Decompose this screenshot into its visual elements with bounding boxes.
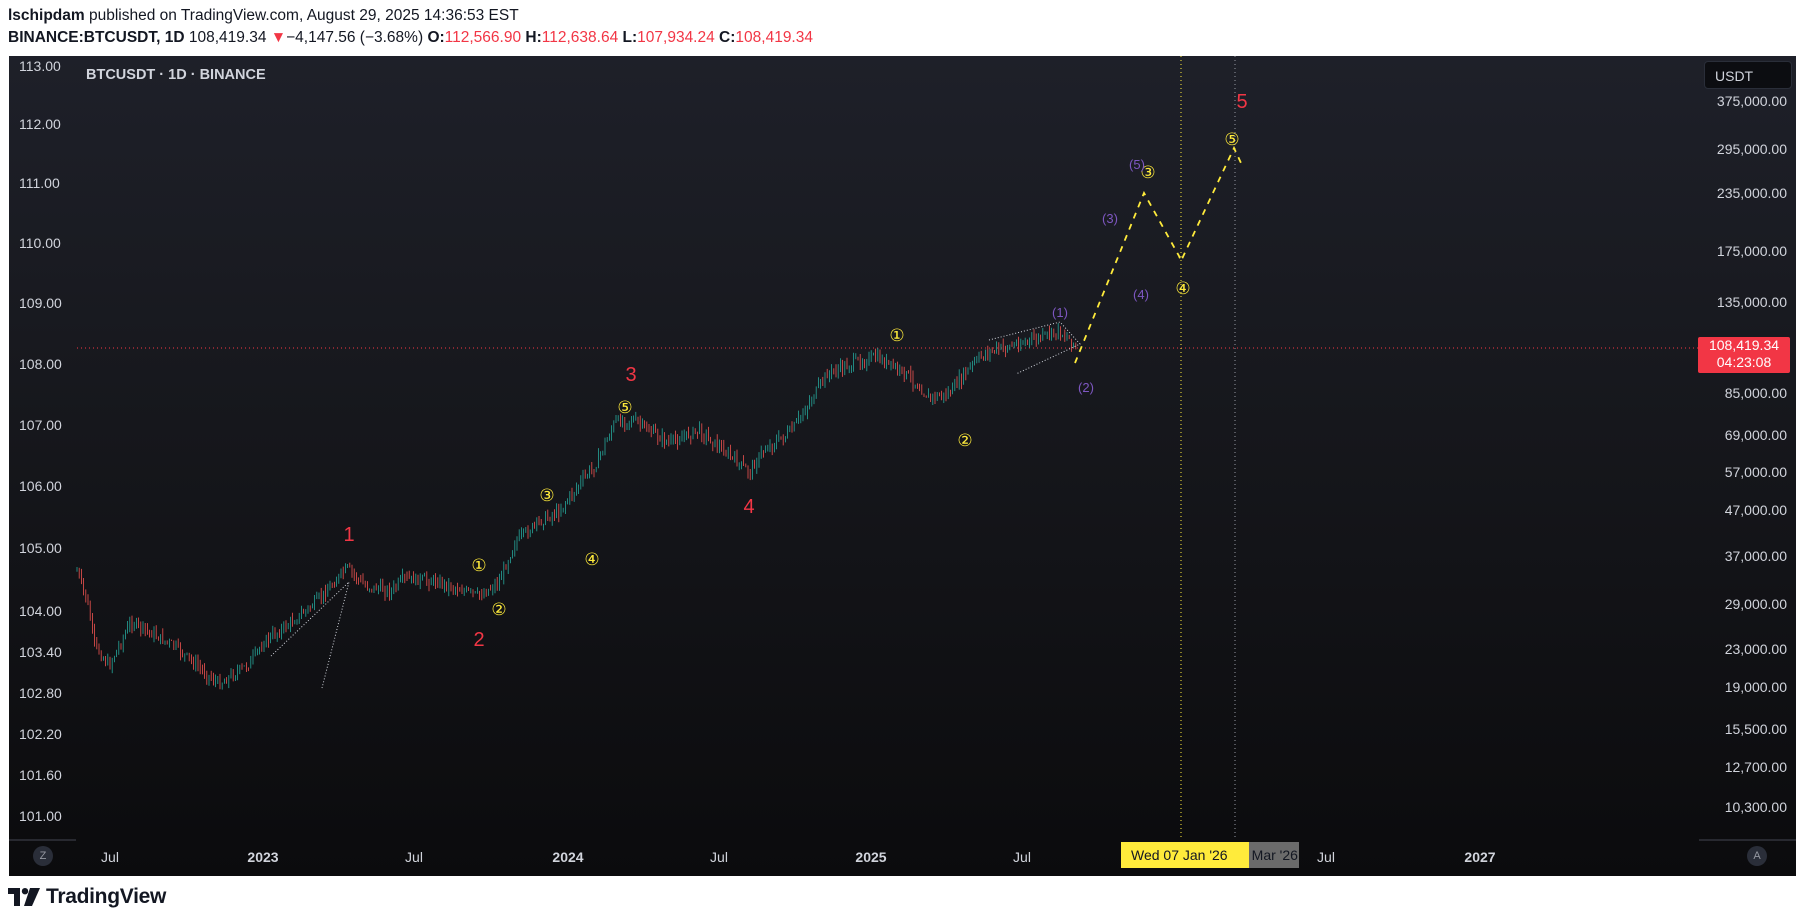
author-name[interactable]: lschipdam bbox=[8, 7, 85, 24]
wave-label-minor: (3) bbox=[1102, 211, 1118, 226]
x-axis-tick: Jul bbox=[101, 849, 119, 865]
wave-label-intermediate: ② bbox=[491, 600, 506, 619]
wave-label-intermediate: ① bbox=[471, 556, 486, 575]
wave-label-major: 1 bbox=[343, 524, 354, 546]
x-axis-tick: Jul bbox=[1013, 849, 1031, 865]
left-axis-tick: 101.60 bbox=[19, 767, 62, 783]
right-axis-tick: 135,000.00 bbox=[1717, 294, 1787, 310]
chart-canvas[interactable]: 113.00 112.00 111.00 110.00 109.00 108.00 107.… bbox=[9, 56, 1796, 876]
high-value: 112,638.64 bbox=[541, 29, 619, 46]
close-value: 108,419.34 bbox=[735, 29, 813, 46]
left-axis-tick: 102.80 bbox=[19, 685, 62, 701]
symbol-name: BINANCE:BTCUSDT, 1D bbox=[8, 29, 185, 46]
tradingview-logo[interactable]: TradingView bbox=[8, 885, 166, 909]
right-axis-tick: 37,000.00 bbox=[1725, 548, 1787, 564]
right-axis-tick: 47,000.00 bbox=[1725, 502, 1787, 518]
right-axis-tick: 23,000.00 bbox=[1725, 641, 1787, 657]
left-axis-tick: 109.00 bbox=[19, 295, 62, 311]
high-label: H: bbox=[525, 29, 542, 46]
last-price-label: 108,419.34 04:23:08 bbox=[1698, 337, 1790, 373]
wave-label-intermediate: ④ bbox=[1175, 279, 1190, 298]
last-price: 108,419.34 bbox=[188, 29, 267, 46]
wave-label-intermediate: ⑤ bbox=[1224, 130, 1239, 149]
right-axis-tick: 85,000.00 bbox=[1725, 385, 1787, 401]
tradingview-logo-icon bbox=[8, 888, 40, 906]
right-axis-tick: 295,000.00 bbox=[1717, 141, 1787, 157]
wave-label-intermediate: ② bbox=[957, 431, 972, 450]
left-axis-tick: 112.00 bbox=[19, 116, 61, 132]
left-axis-tick: 102.20 bbox=[19, 726, 62, 742]
wave-label-minor: (2) bbox=[1078, 380, 1094, 395]
left-axis-tick: 101.00 bbox=[19, 808, 62, 824]
x-axis-tick: 2023 bbox=[247, 849, 278, 865]
right-axis-tick: 175,000.00 bbox=[1717, 243, 1787, 259]
last-price-value: 108,419.34 bbox=[1708, 337, 1780, 353]
time-tag-selected: Wed 07 Jan '26 bbox=[1121, 842, 1249, 868]
left-axis-tick: 110.00 bbox=[19, 235, 61, 251]
auto-scale-left-button[interactable]: Z bbox=[33, 846, 53, 866]
wave-label-minor: (1) bbox=[1052, 305, 1068, 320]
right-axis-tick: 19,000.00 bbox=[1725, 679, 1787, 695]
price-change: −4,147.56 (−3.68%) bbox=[286, 29, 424, 46]
auto-scale-right-button[interactable]: A bbox=[1747, 846, 1767, 866]
x-axis-tick: 2025 bbox=[855, 849, 886, 865]
wave-label-intermediate: ⑤ bbox=[617, 398, 632, 417]
ohlc-summary: BINANCE:BTCUSDT, 1D 108,419.34 ▼−4,147.5… bbox=[8, 29, 813, 47]
wedge-outline bbox=[270, 580, 350, 689]
chart-svg[interactable]: 113.00 112.00 111.00 110.00 109.00 108.00 107.… bbox=[9, 56, 1796, 876]
bar-countdown: 04:23:08 bbox=[1716, 354, 1772, 370]
close-label: C: bbox=[719, 29, 736, 46]
low-label: L: bbox=[622, 29, 638, 46]
left-axis-tick: 113.00 bbox=[19, 58, 61, 74]
brand-wordmark: TradingView bbox=[46, 885, 167, 908]
left-axis-tick: 108.00 bbox=[19, 356, 62, 372]
time-tag-second: Fri 13 Mar '26 bbox=[1212, 842, 1299, 868]
open-label: O: bbox=[427, 29, 445, 46]
right-axis-tick: 15,500.00 bbox=[1725, 721, 1787, 737]
down-arrow-icon: ▼ bbox=[270, 29, 287, 46]
right-axis-tick: 12,700.00 bbox=[1725, 759, 1787, 775]
right-axis-tick: 29,000.00 bbox=[1725, 596, 1787, 612]
chart-frame: 113.00 112.00 111.00 110.00 109.00 108.00 107.… bbox=[0, 56, 1805, 876]
left-axis-tick: 105.00 bbox=[19, 540, 62, 556]
currency-button[interactable]: USDT bbox=[1704, 61, 1792, 89]
publish-info: lschipdam published on TradingView.com, … bbox=[8, 7, 519, 25]
open-value: 112,566.90 bbox=[444, 29, 522, 46]
x-axis-tick: Jul bbox=[405, 849, 423, 865]
wave-label-intermediate: ④ bbox=[584, 550, 599, 569]
wedge-outline bbox=[988, 321, 1081, 375]
low-value: 107,934.24 bbox=[637, 29, 715, 46]
wave-label-major: 3 bbox=[625, 364, 636, 386]
wave-label-minor: (5) bbox=[1129, 157, 1145, 172]
publication-header: lschipdam published on TradingView.com, … bbox=[0, 0, 1805, 56]
right-axis-tick: 57,000.00 bbox=[1725, 464, 1787, 480]
x-axis-tick: 2024 bbox=[552, 849, 583, 865]
wave-label-intermediate: ③ bbox=[539, 486, 554, 505]
wave-label-major: 2 bbox=[473, 629, 484, 651]
wave-label-intermediate: ③ bbox=[1140, 163, 1155, 182]
projection-line bbox=[1074, 145, 1242, 364]
symbol-legend[interactable]: BTCUSDT · 1D · BINANCE bbox=[86, 67, 266, 83]
left-axis-tick: 111.00 bbox=[19, 175, 60, 191]
left-axis-tick: 103.40 bbox=[19, 644, 62, 660]
x-axis-tick: Jul bbox=[710, 849, 728, 865]
wave-label-minor: (4) bbox=[1133, 287, 1149, 302]
published-text: published on TradingView.com, August 29,… bbox=[88, 7, 519, 24]
x-axis-tick: 2027 bbox=[1464, 849, 1495, 865]
left-axis-tick: 106.00 bbox=[19, 478, 62, 494]
left-axis-tick: 104.00 bbox=[19, 603, 62, 619]
right-axis-tick: 10,300.00 bbox=[1725, 799, 1787, 815]
wave-label-major: 5 bbox=[1236, 91, 1247, 113]
right-axis-tick: 235,000.00 bbox=[1717, 185, 1787, 201]
right-axis-tick: 69,000.00 bbox=[1725, 427, 1787, 443]
wave-label-major: 4 bbox=[743, 496, 754, 518]
left-axis-tick: 107.00 bbox=[19, 417, 62, 433]
wave-label-intermediate: ① bbox=[889, 326, 904, 345]
footer: TradingView bbox=[0, 876, 1805, 922]
x-axis-tick: Jul bbox=[1317, 849, 1335, 865]
right-axis-tick: 375,000.00 bbox=[1717, 93, 1787, 109]
